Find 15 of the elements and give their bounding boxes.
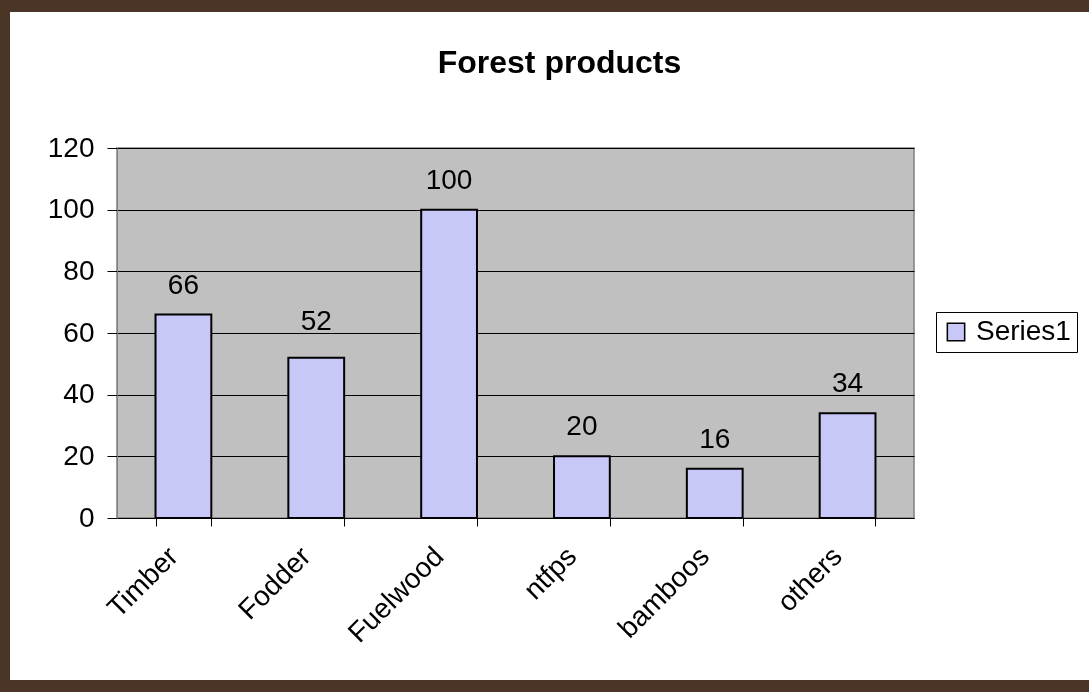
data-label: 100 [425, 163, 473, 195]
data-label: 66 [167, 268, 199, 300]
chart-title: Forest products [437, 44, 682, 80]
y-tick-label: 60 [63, 316, 95, 348]
data-label: 34 [832, 367, 864, 399]
y-tick-label: 100 [47, 193, 95, 225]
data-label: 52 [300, 305, 332, 336]
y-tick-label: 40 [63, 378, 95, 410]
data-label: 20 [566, 410, 598, 442]
data-label: 16 [699, 422, 731, 454]
legend-label: Series1 [976, 315, 1071, 346]
y-tick-label: 20 [63, 439, 95, 471]
y-tick-label: 80 [63, 254, 95, 286]
y-tick-label: 0 [78, 501, 95, 533]
y-tick-label: 120 [47, 131, 95, 163]
